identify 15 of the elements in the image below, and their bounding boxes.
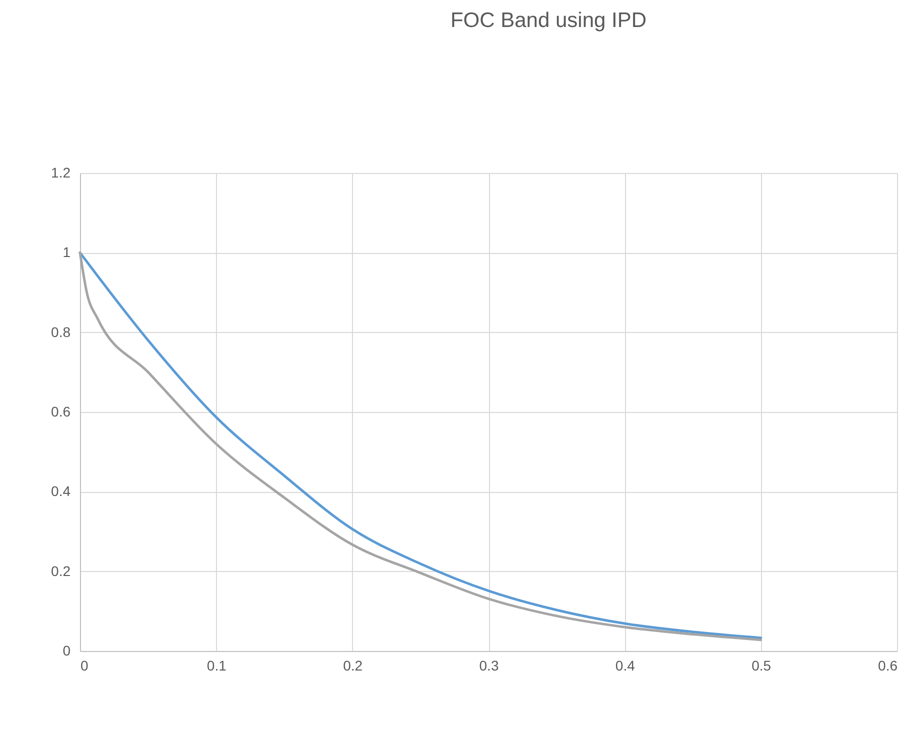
x-tick-label: 0.4 <box>615 658 636 674</box>
x-tick-label: 0.3 <box>479 658 499 674</box>
y-tick-label: 0 <box>62 642 71 658</box>
y-tick-label: 0.4 <box>51 483 71 500</box>
x-tick-label: 0.6 <box>878 658 898 674</box>
y-tick-label: 0.6 <box>51 404 71 420</box>
y-tick-label: 0.8 <box>51 324 71 340</box>
y-tick-label: 1.2 <box>51 164 71 180</box>
x-tick-label: 0.5 <box>752 658 772 674</box>
y-tick-label: 1 <box>62 244 71 260</box>
y-tick-label: 0.2 <box>51 562 71 579</box>
x-tick-label: 0.1 <box>206 658 227 674</box>
chart-title: FOC Band using IPD <box>450 9 647 32</box>
x-tick-label: 0 <box>80 658 88 674</box>
x-tick-label: 0.2 <box>343 658 363 674</box>
